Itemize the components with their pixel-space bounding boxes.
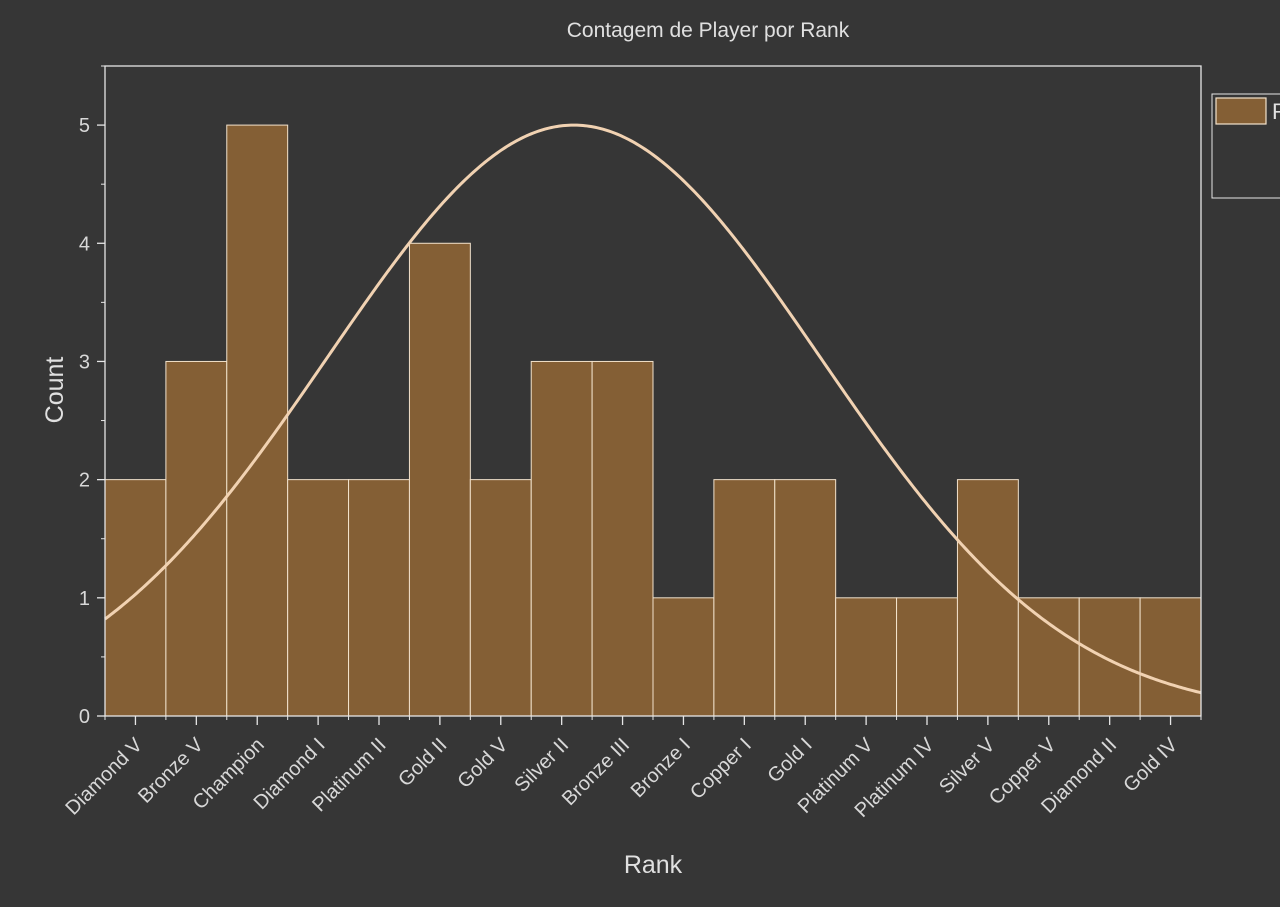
legend: R — [1211, 93, 1280, 199]
fit-curve-layer — [104, 123, 1202, 695]
bar-gold-iv — [1139, 597, 1202, 717]
bars-layer — [104, 124, 1202, 717]
fit-curve-line — [104, 123, 1202, 695]
x-tick-label-gold-iv: Gold IV — [1119, 734, 1182, 797]
x-tick-label-diamond-v: Diamond V — [61, 734, 147, 820]
bar-champion — [226, 124, 289, 717]
bar-platinum-v — [835, 597, 898, 717]
legend-box — [1211, 93, 1280, 199]
bar-platinum-iv — [896, 597, 958, 717]
x-tick-label-gold-i: Gold I — [763, 734, 816, 787]
x-tick-label-gold-v: Gold V — [454, 734, 513, 793]
bar-bronze-i — [652, 597, 715, 717]
bar-silver-v — [956, 479, 1019, 717]
legend-swatch — [1215, 97, 1267, 125]
y-tick-label-1: 1 — [79, 588, 90, 610]
y-tick-label-4: 4 — [79, 233, 90, 255]
bar-diamond-ii — [1078, 597, 1141, 717]
y-tick-label-0: 0 — [79, 706, 90, 728]
y-tick-label-2: 2 — [79, 470, 90, 492]
bar-gold-ii — [408, 242, 471, 717]
chart-title: Contagem de Player por Rank — [567, 19, 850, 42]
bar-bronze-v — [165, 360, 228, 717]
bar-copper-v — [1017, 597, 1080, 717]
x-tick-label-bronze-iii: Bronze III — [558, 734, 634, 810]
x-axis-title: Rank — [624, 851, 683, 879]
bar-silver-ii — [530, 360, 593, 717]
x-tick-label-gold-ii: Gold II — [394, 734, 451, 791]
bar-gold-v — [469, 479, 532, 717]
y-tick-label-3: 3 — [79, 351, 90, 373]
bar-diamond-i — [287, 479, 350, 717]
bar-gold-i — [774, 479, 837, 717]
y-axis: 0 1 2 3 4 5 — [79, 65, 105, 728]
bar-copper-i — [713, 479, 776, 717]
legend-label: R — [1272, 99, 1280, 124]
y-axis-title: Count — [41, 357, 69, 424]
x-tick-label-copper-i: Copper I — [686, 734, 756, 804]
bar-bronze-iii — [591, 360, 654, 717]
x-tick-label-silver-ii: Silver II — [510, 734, 573, 797]
x-tick-label-bronze-i: Bronze I — [627, 734, 695, 802]
y-tick-label-5: 5 — [79, 115, 90, 137]
bar-diamond-v — [104, 479, 167, 717]
bar-platinum-ii — [348, 479, 410, 717]
